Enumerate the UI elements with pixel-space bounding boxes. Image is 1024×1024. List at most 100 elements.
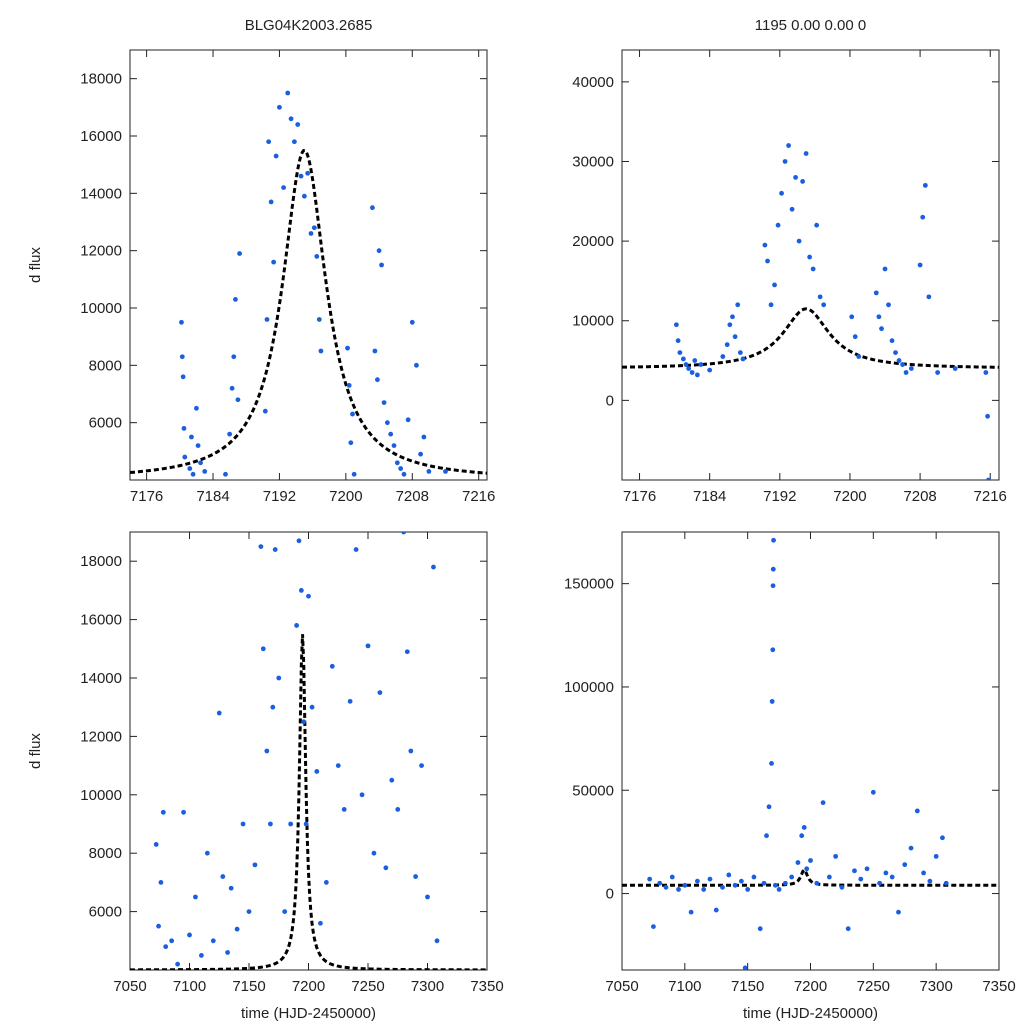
data-point bbox=[375, 377, 380, 383]
data-point bbox=[301, 193, 307, 199]
data-point bbox=[234, 926, 240, 932]
data-point bbox=[225, 950, 230, 955]
data-point bbox=[204, 850, 210, 856]
data-point bbox=[311, 225, 317, 231]
x-tick-label: 7192 bbox=[763, 488, 796, 505]
data-point bbox=[303, 821, 309, 827]
x-tick-label: 7100 bbox=[668, 978, 701, 995]
data-point bbox=[268, 199, 274, 205]
data-point bbox=[421, 434, 427, 440]
data-point bbox=[673, 322, 679, 328]
data-point bbox=[414, 362, 419, 368]
data-point bbox=[351, 471, 357, 477]
data-point bbox=[240, 821, 246, 827]
x-tick-label: 7250 bbox=[857, 978, 890, 995]
x-tick-label: 7208 bbox=[903, 488, 936, 505]
y-tick-label: 18000 bbox=[80, 71, 122, 88]
data-point bbox=[434, 938, 440, 944]
data-point bbox=[391, 443, 397, 448]
data-point bbox=[680, 356, 686, 362]
data-point bbox=[187, 932, 192, 938]
x-tick-label: 7184 bbox=[693, 488, 726, 505]
data-point bbox=[757, 926, 763, 932]
data-point bbox=[808, 858, 813, 863]
x-tick-label: 7208 bbox=[396, 488, 429, 505]
data-point bbox=[876, 314, 882, 320]
data-point bbox=[879, 326, 884, 332]
plot-frame bbox=[621, 49, 1000, 481]
data-point bbox=[692, 358, 698, 363]
data-point bbox=[285, 90, 291, 96]
data-point bbox=[771, 537, 776, 543]
data-point bbox=[914, 808, 920, 814]
data-point bbox=[272, 547, 278, 552]
data-point bbox=[246, 909, 252, 914]
data-point bbox=[220, 874, 226, 879]
data-point bbox=[893, 350, 898, 355]
data-point bbox=[713, 907, 719, 913]
data-point bbox=[799, 833, 805, 839]
data-point bbox=[376, 248, 382, 254]
data-point bbox=[751, 874, 757, 880]
data-point bbox=[282, 909, 288, 914]
data-point bbox=[726, 872, 732, 878]
data-point bbox=[695, 878, 700, 884]
data-point bbox=[737, 350, 743, 355]
plot-frame bbox=[621, 531, 1000, 971]
data-point bbox=[301, 719, 307, 725]
data-point bbox=[707, 876, 713, 882]
data-point bbox=[298, 173, 304, 179]
data-point bbox=[789, 874, 795, 880]
x-tick-label: 7216 bbox=[462, 488, 495, 505]
data-point bbox=[883, 870, 889, 876]
data-point bbox=[372, 348, 378, 354]
y-tick-label: 14000 bbox=[80, 185, 122, 202]
data-point bbox=[160, 809, 166, 815]
data-point bbox=[350, 411, 355, 417]
data-point bbox=[889, 874, 895, 880]
model-curve bbox=[130, 148, 487, 475]
y-tick-label: 150000 bbox=[564, 576, 614, 593]
x-tick-label: 7150 bbox=[232, 978, 265, 995]
data-point bbox=[231, 354, 237, 360]
y-tick-label: 50000 bbox=[572, 782, 614, 799]
data-point bbox=[852, 868, 857, 874]
data-point bbox=[782, 880, 788, 886]
y-tick-label: 30000 bbox=[572, 153, 614, 170]
data-point bbox=[189, 434, 194, 440]
data-point bbox=[917, 262, 923, 268]
data-point bbox=[401, 471, 407, 477]
y-axis-label: d flux bbox=[27, 247, 44, 283]
x-tick-label: 7176 bbox=[623, 488, 656, 505]
data-point bbox=[443, 469, 448, 474]
data-point bbox=[804, 866, 810, 872]
data-point bbox=[882, 266, 888, 272]
data-point bbox=[688, 909, 694, 915]
data-point bbox=[182, 454, 188, 460]
data-point bbox=[425, 894, 430, 900]
data-point bbox=[768, 302, 774, 308]
data-point bbox=[810, 266, 816, 272]
model-curve bbox=[622, 867, 999, 887]
data-point bbox=[273, 153, 279, 159]
y-tick-label: 18000 bbox=[80, 553, 122, 570]
data-point bbox=[179, 319, 184, 325]
data-point bbox=[296, 538, 302, 544]
data-point bbox=[419, 763, 424, 768]
data-point bbox=[765, 258, 770, 264]
data-point bbox=[770, 583, 776, 589]
data-point bbox=[849, 314, 855, 320]
data-point bbox=[803, 151, 809, 156]
data-point bbox=[701, 887, 707, 892]
panel-top-right: 7176 7184 7192 7200 7208 7216 0 10000 20000 30000… bbox=[572, 17, 1007, 505]
data-point bbox=[309, 704, 315, 710]
data-point bbox=[985, 413, 990, 419]
data-point bbox=[852, 334, 858, 340]
data-point bbox=[418, 451, 423, 457]
y-tick-label: 100000 bbox=[564, 679, 614, 696]
data-point bbox=[770, 647, 776, 653]
data-point bbox=[258, 544, 264, 549]
x-tick-label: 7200 bbox=[292, 978, 325, 995]
data-point bbox=[329, 663, 335, 669]
data-point bbox=[271, 259, 277, 265]
